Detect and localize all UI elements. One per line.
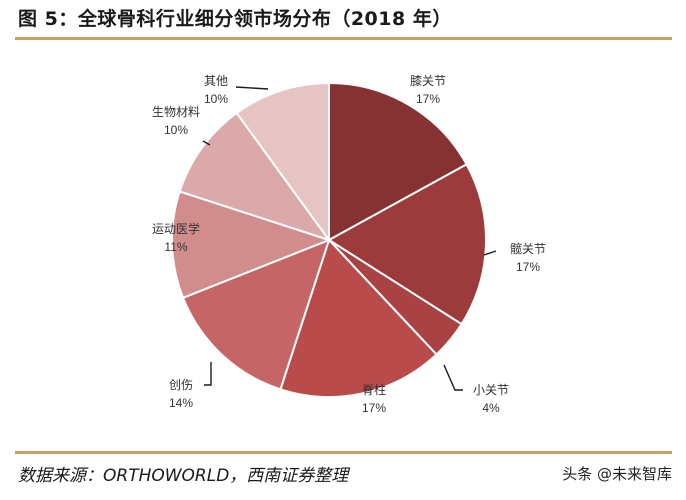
watermark: 头条 @未来智库 [562,465,672,483]
title-divider [15,37,672,40]
label-sports-medicine: 运动医学 11% [151,222,201,254]
label-hip: 髋关节 17% [509,242,547,274]
pie-slice-6 [178,111,332,242]
leader-line-biomaterial [202,140,211,146]
label-trauma: 创伤 14% [168,378,194,410]
pie-slice-5 [171,190,332,300]
label-small-joint: 小关节 4% [472,383,510,415]
leader-lines [202,86,497,391]
pie-slice-3 [279,238,438,398]
leader-line-small-joint [443,364,463,391]
pie-slice-4 [181,238,331,391]
label-knee: 膝关节 17% [409,74,447,106]
pie-chart [171,81,497,398]
label-biomaterial: 生物材料 10% [151,105,201,137]
chart-title: 图 5：全球骨科行业细分领市场分布（2018 年） [18,8,452,30]
leader-line-hip [483,250,497,256]
footer-divider [15,451,672,454]
label-other: 其他 10% [203,74,229,106]
data-source: 数据来源：ORTHOWORLD，西南证券整理 [18,466,349,486]
leader-line-trauma [204,362,212,386]
leader-line-other [235,86,269,90]
pie-slice-1 [327,163,487,326]
pie-slice-7 [235,81,330,244]
label-spine: 脊柱 17% [361,383,387,415]
pie-slices [171,81,487,398]
pie-slice-0 [328,81,468,242]
